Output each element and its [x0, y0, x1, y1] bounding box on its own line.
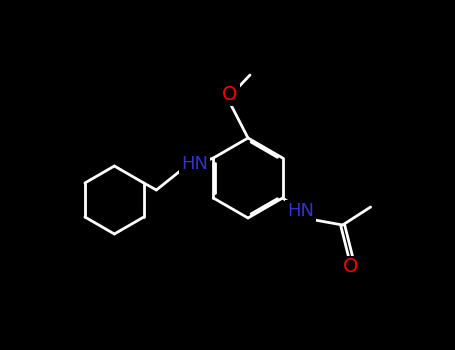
Text: HN: HN: [287, 202, 314, 220]
Text: O: O: [343, 258, 359, 277]
Text: HN: HN: [181, 155, 208, 173]
Text: O: O: [222, 85, 238, 105]
